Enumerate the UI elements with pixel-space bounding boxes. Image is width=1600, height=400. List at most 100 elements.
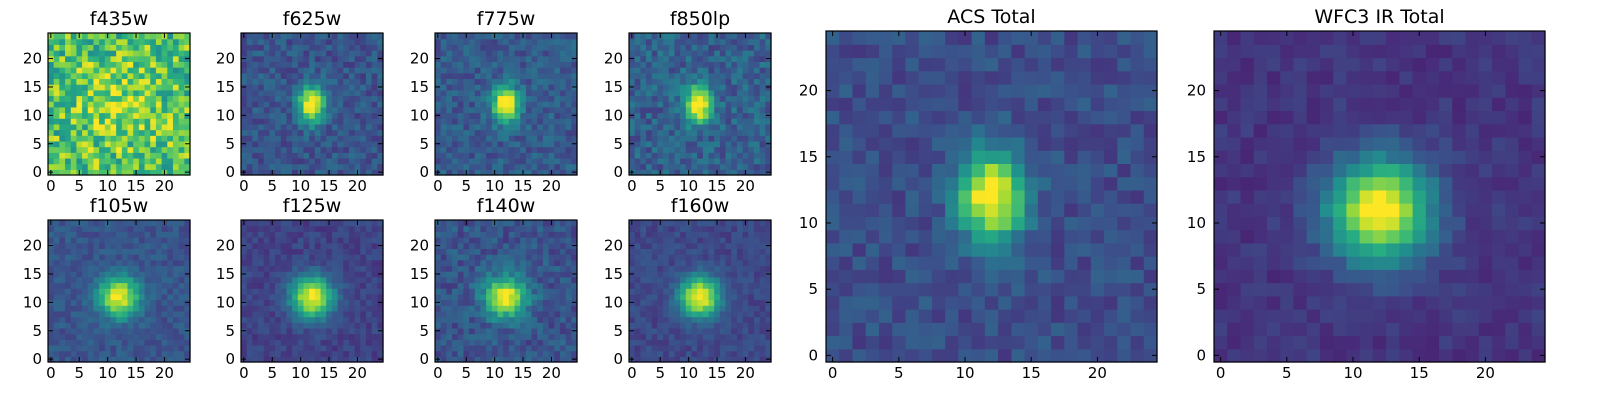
- heatmap-cell: [127, 259, 134, 267]
- heatmap-cell: [104, 55, 112, 62]
- heatmap-cell: [48, 50, 55, 57]
- heatmap-cell: [348, 327, 356, 335]
- heatmap-cell: [542, 50, 550, 57]
- heatmap-cell: [93, 50, 100, 57]
- heatmap-cell: [725, 305, 732, 312]
- heatmap-cell: [331, 248, 339, 255]
- heatmap-cell: [354, 163, 361, 170]
- heatmap-cell: [348, 55, 356, 62]
- heatmap-cell: [651, 327, 658, 335]
- heatmap-cell: [144, 231, 151, 238]
- heatmap-cell: [474, 242, 482, 249]
- heatmap-cell: [360, 135, 367, 142]
- heatmap-cell: [377, 288, 384, 295]
- heatmap-cell: [76, 140, 83, 148]
- heatmap-cell: [133, 282, 140, 289]
- heatmap-cell: [646, 129, 653, 136]
- heatmap-cell: [246, 33, 253, 40]
- heatmap-cell: [646, 61, 653, 68]
- heatmap-cell: [537, 61, 544, 68]
- heatmap-cell: [497, 316, 504, 323]
- heatmap-cell: [343, 38, 350, 45]
- heatmap-cell: [184, 50, 191, 57]
- heatmap-cell: [503, 123, 510, 131]
- heatmap-cell: [93, 271, 100, 278]
- heatmap-cell: [155, 146, 163, 153]
- heatmap-cell: [531, 106, 538, 114]
- heatmap-cell: [371, 316, 378, 323]
- heatmap-cell: [337, 356, 344, 363]
- heatmap-cell: [303, 135, 310, 142]
- heatmap-cell: [48, 248, 55, 255]
- heatmap-cell: [269, 101, 276, 108]
- heatmap-cell: [116, 112, 123, 119]
- heatmap-cell: [731, 38, 738, 45]
- heatmap-cell: [87, 288, 95, 295]
- heatmap-cell: [365, 146, 373, 153]
- heatmap-cell: [497, 259, 504, 267]
- heatmap-cell: [697, 67, 704, 74]
- heatmap-cell: [736, 101, 744, 108]
- heatmap-cell: [435, 67, 442, 74]
- heatmap-cell: [514, 242, 521, 249]
- heatmap-cell: [246, 55, 253, 62]
- heatmap-cell: [292, 169, 299, 176]
- heatmap-cell: [725, 89, 732, 97]
- heatmap-cell: [93, 55, 100, 62]
- heatmap-cell: [121, 293, 129, 301]
- heatmap-cell: [104, 50, 112, 57]
- heatmap-cell: [520, 322, 527, 329]
- heatmap-cell: [520, 89, 527, 97]
- heatmap-cell: [646, 293, 653, 301]
- heatmap-cell: [365, 135, 373, 142]
- heatmap-cell: [292, 327, 299, 335]
- heatmap-cell: [161, 55, 168, 62]
- heatmap-cell: [258, 310, 265, 318]
- heatmap-cell: [548, 55, 555, 62]
- heatmap-cell: [748, 344, 755, 352]
- heatmap-cell: [486, 293, 493, 301]
- heatmap-cell: [138, 89, 146, 97]
- heatmap-cell: [286, 344, 293, 352]
- heatmap-cell: [65, 55, 72, 62]
- heatmap-cell: [474, 55, 482, 62]
- heatmap-cell: [491, 78, 499, 85]
- heatmap-cell: [121, 310, 129, 318]
- heatmap-cell: [314, 339, 322, 346]
- heatmap-cell: [127, 67, 134, 74]
- heatmap-cell: [651, 163, 658, 170]
- heatmap-cell: [292, 322, 299, 329]
- heatmap-cell: [53, 112, 60, 119]
- heatmap-cell: [446, 271, 453, 278]
- heatmap-cell: [138, 248, 146, 255]
- heatmap-cell: [731, 327, 738, 335]
- heatmap-cell: [491, 242, 499, 249]
- heatmap-cell: [184, 225, 191, 232]
- heatmap-cell: [82, 344, 89, 352]
- heatmap-cell: [725, 356, 732, 363]
- heatmap-cell: [70, 123, 77, 131]
- heatmap-cell: [736, 50, 744, 57]
- heatmap-cell: [70, 327, 77, 335]
- heatmap-cell: [309, 169, 316, 176]
- heatmap-cell: [337, 112, 344, 119]
- heatmap-cell: [314, 101, 322, 108]
- heatmap-cell: [320, 254, 327, 261]
- heatmap-cell: [663, 84, 670, 91]
- y-tick-label: 0: [613, 163, 623, 181]
- heatmap-cell: [531, 322, 538, 329]
- heatmap-cell: [525, 38, 533, 45]
- heatmap-cell: [252, 95, 259, 102]
- heatmap-cell: [76, 333, 83, 340]
- heatmap-cell: [87, 237, 95, 244]
- heatmap-cell: [480, 55, 487, 62]
- heatmap-cell: [463, 276, 470, 284]
- heatmap-cell: [463, 282, 470, 289]
- heatmap-cell: [121, 282, 129, 289]
- heatmap-cell: [121, 84, 129, 91]
- heatmap-cell: [354, 61, 361, 68]
- x-tick-label: 10: [98, 364, 117, 382]
- heatmap-cells: [241, 220, 384, 363]
- heatmap-cell: [343, 339, 350, 346]
- heatmap-cell: [440, 350, 447, 357]
